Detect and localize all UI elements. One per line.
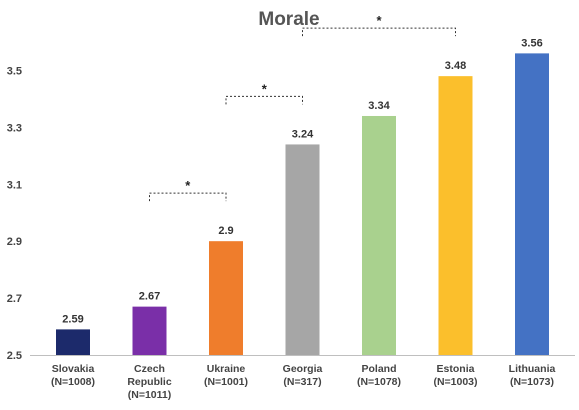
x-tick-label-line: (N=1078) <box>357 376 401 388</box>
bar <box>285 144 320 355</box>
x-tick-label-line: Poland <box>361 363 396 375</box>
data-label: 3.56 <box>521 37 542 49</box>
x-tick-label-line: (N=1073) <box>510 376 554 388</box>
y-tick-label: 2.7 <box>7 293 22 305</box>
y-tick-label: 2.5 <box>7 350 22 362</box>
x-tick-label-line: Republic <box>127 376 171 388</box>
bar <box>132 306 167 355</box>
significance-bracket <box>302 27 456 37</box>
x-tick-label: Lithuania (N=1073) <box>509 363 556 388</box>
x-tick-label: Ukraine (N=1001) <box>204 363 248 388</box>
significance-bracket <box>225 95 303 105</box>
data-label: 2.67 <box>139 291 160 303</box>
data-label: 3.24 <box>292 128 314 140</box>
significance-bracket <box>149 192 227 202</box>
y-axis: 2.5 2.7 2.9 3.1 3.3 3.5 <box>7 65 22 362</box>
x-tick-label-line: Ukraine <box>207 363 246 375</box>
x-axis: Slovakia (N=1008) Czech Republic (N=1011) Ukr… <box>30 355 575 401</box>
data-label: 3.48 <box>445 60 466 72</box>
bar <box>438 76 473 356</box>
data-label: 3.34 <box>368 100 390 112</box>
bar <box>362 115 396 356</box>
y-tick-label: 2.9 <box>7 236 22 248</box>
x-tick-label-line: (N=1001) <box>204 376 248 388</box>
chart-title: Morale <box>258 9 319 30</box>
y-tick-label: 3.1 <box>7 179 22 191</box>
data-label: 2.9 <box>218 225 233 237</box>
x-tick-label-line: Georgia <box>283 363 323 375</box>
x-tick-label-line: Slovakia <box>52 363 95 375</box>
x-tick-label: Poland (N=1078) <box>357 363 401 388</box>
x-tick-label-line: (N=317) <box>283 376 321 388</box>
significance-star: * <box>262 81 268 96</box>
bar <box>56 329 90 355</box>
significance-annotations: * * * <box>149 13 456 202</box>
x-tick-label: Estonia (N=1003) <box>433 363 477 388</box>
x-tick-label-line: (N=1011) <box>128 389 172 401</box>
y-tick-label: 3.5 <box>7 65 22 77</box>
bars <box>56 53 549 356</box>
x-tick-label-line: (N=1003) <box>433 376 477 388</box>
x-tick-label-line: Estonia <box>437 363 475 375</box>
value-labels: 2.59 2.67 2.9 3.24 3.34 3.48 3.56 <box>62 37 542 325</box>
x-tick-label: Georgia (N=317) <box>283 363 323 388</box>
y-tick-label: 3.3 <box>7 122 22 134</box>
x-tick-label: Czech Republic (N=1011) <box>127 363 171 401</box>
x-tick-label: Slovakia (N=1008) <box>51 363 95 388</box>
x-tick-label-line: Czech <box>134 363 165 375</box>
significance-star: * <box>185 178 191 193</box>
x-tick-label-line: Lithuania <box>509 363 556 375</box>
significance-star: * <box>376 13 382 28</box>
bar <box>515 53 549 356</box>
x-tick-label-line: (N=1008) <box>51 376 95 388</box>
bar <box>209 241 243 355</box>
data-label: 2.59 <box>62 313 83 325</box>
